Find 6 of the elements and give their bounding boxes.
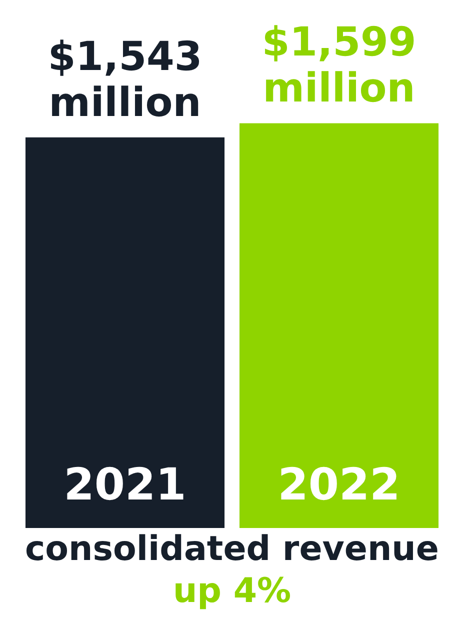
- data-label: $1,599 million: [262, 20, 416, 112]
- text: consolidated revenue: [24, 528, 440, 570]
- x-tick-label: 2022: [278, 459, 400, 510]
- x-tick-label: 2021: [64, 459, 186, 510]
- data-label: $1,543 million: [48, 34, 202, 126]
- text: up 4%: [172, 570, 292, 612]
